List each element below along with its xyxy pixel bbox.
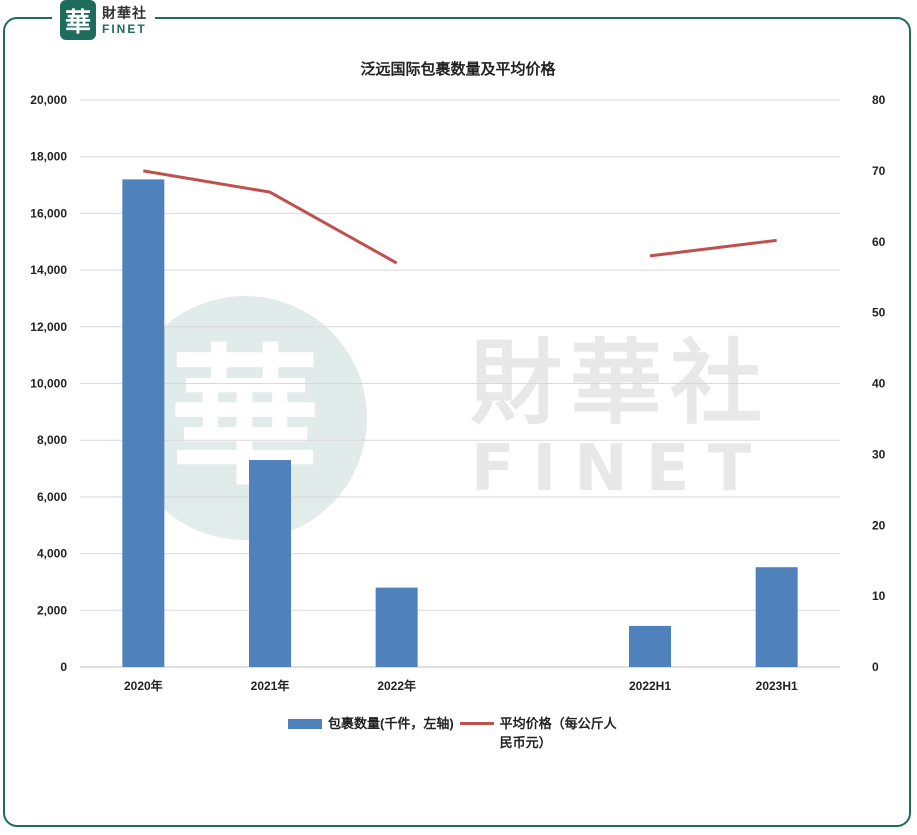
right-axis-tick-label: 10: [872, 589, 886, 603]
legend-swatch-line: [459, 722, 494, 725]
left-axis-tick-label: 0: [60, 660, 67, 674]
x-axis-tick-label: 2022H1: [629, 679, 671, 693]
watermark-seal: [123, 296, 367, 540]
x-axis-ticks: 2020年 2021年 2022年 2022H1 2023H1: [124, 678, 798, 693]
left-axis-tick-label: 2,000: [37, 603, 67, 617]
chart-title: 泛远国际包裹数量及平均价格: [360, 60, 556, 78]
left-axis-tick-label: 18,000: [30, 150, 67, 164]
right-axis-tick-label: 70: [872, 164, 886, 178]
legend-item-line[interactable]: 平均价格（每公斤人民币元）: [459, 714, 622, 752]
left-axis-tick-label: 8,000: [37, 433, 67, 447]
x-axis-tick-label: 2020年: [124, 678, 163, 693]
right-axis-tick-label: 80: [872, 93, 886, 107]
legend-label-line: 平均价格（每公斤人民币元）: [499, 716, 617, 750]
bar: [755, 567, 798, 667]
bar: [122, 179, 165, 667]
right-axis-tick-label: 50: [872, 306, 886, 320]
bar: [629, 625, 671, 667]
legend-item-bar[interactable]: 包裹数量(千件，左轴): [288, 714, 454, 733]
finet-logo: 華 財華社 FINET: [52, 0, 155, 40]
legend: 包裹数量(千件，左轴) 平均价格（每公斤人民币元）: [288, 714, 628, 752]
right-axis-tick-label: 20: [872, 518, 886, 532]
left-axis-tick-label: 20,000: [30, 93, 67, 107]
x-axis-tick-label: 2023H1: [756, 679, 798, 693]
right-axis-ticks: 0 10 20 30 40 50 60 70 80: [872, 93, 886, 674]
watermark: 華 財華社 FINET: [123, 296, 769, 540]
right-axis-tick-label: 60: [872, 235, 886, 249]
x-axis-tick-label: 2021年: [251, 678, 290, 693]
price-line-segment: [143, 169, 398, 265]
line-series: [143, 169, 777, 265]
left-axis-ticks: 0 2,000 4,000 6,000 8,000 10,000 12,000 14,000 1…: [30, 93, 67, 674]
right-axis-tick-label: 40: [872, 377, 886, 391]
logo-text: 財華社 FINET: [102, 6, 147, 35]
left-axis-tick-label: 14,000: [30, 263, 67, 277]
legend-label-bar: 包裹数量(千件，左轴): [328, 716, 454, 731]
left-axis-tick-label: 6,000: [37, 490, 67, 504]
logo-name-en: FINET: [102, 21, 147, 36]
left-axis-tick-label: 10,000: [30, 377, 67, 391]
gridlines: [80, 99, 840, 668]
price-line-segment: [649, 238, 777, 258]
x-axis-tick-label: 2022年: [377, 678, 416, 693]
bar: [375, 587, 418, 667]
logo-mark: 華: [60, 0, 96, 40]
left-axis-tick-label: 4,000: [37, 547, 67, 561]
left-axis-tick-label: 16,000: [30, 206, 67, 220]
logo-name-cn: 財華社: [102, 4, 147, 21]
right-axis-tick-label: 0: [872, 660, 879, 674]
watermark-seal-char: 華: [170, 330, 320, 506]
bar: [249, 460, 291, 667]
watermark-en: FINET: [471, 432, 769, 506]
left-axis-tick-label: 12,000: [30, 320, 67, 334]
legend-swatch-bar: [288, 718, 322, 729]
bar-series: [122, 179, 798, 667]
right-axis-tick-label: 30: [872, 447, 886, 461]
